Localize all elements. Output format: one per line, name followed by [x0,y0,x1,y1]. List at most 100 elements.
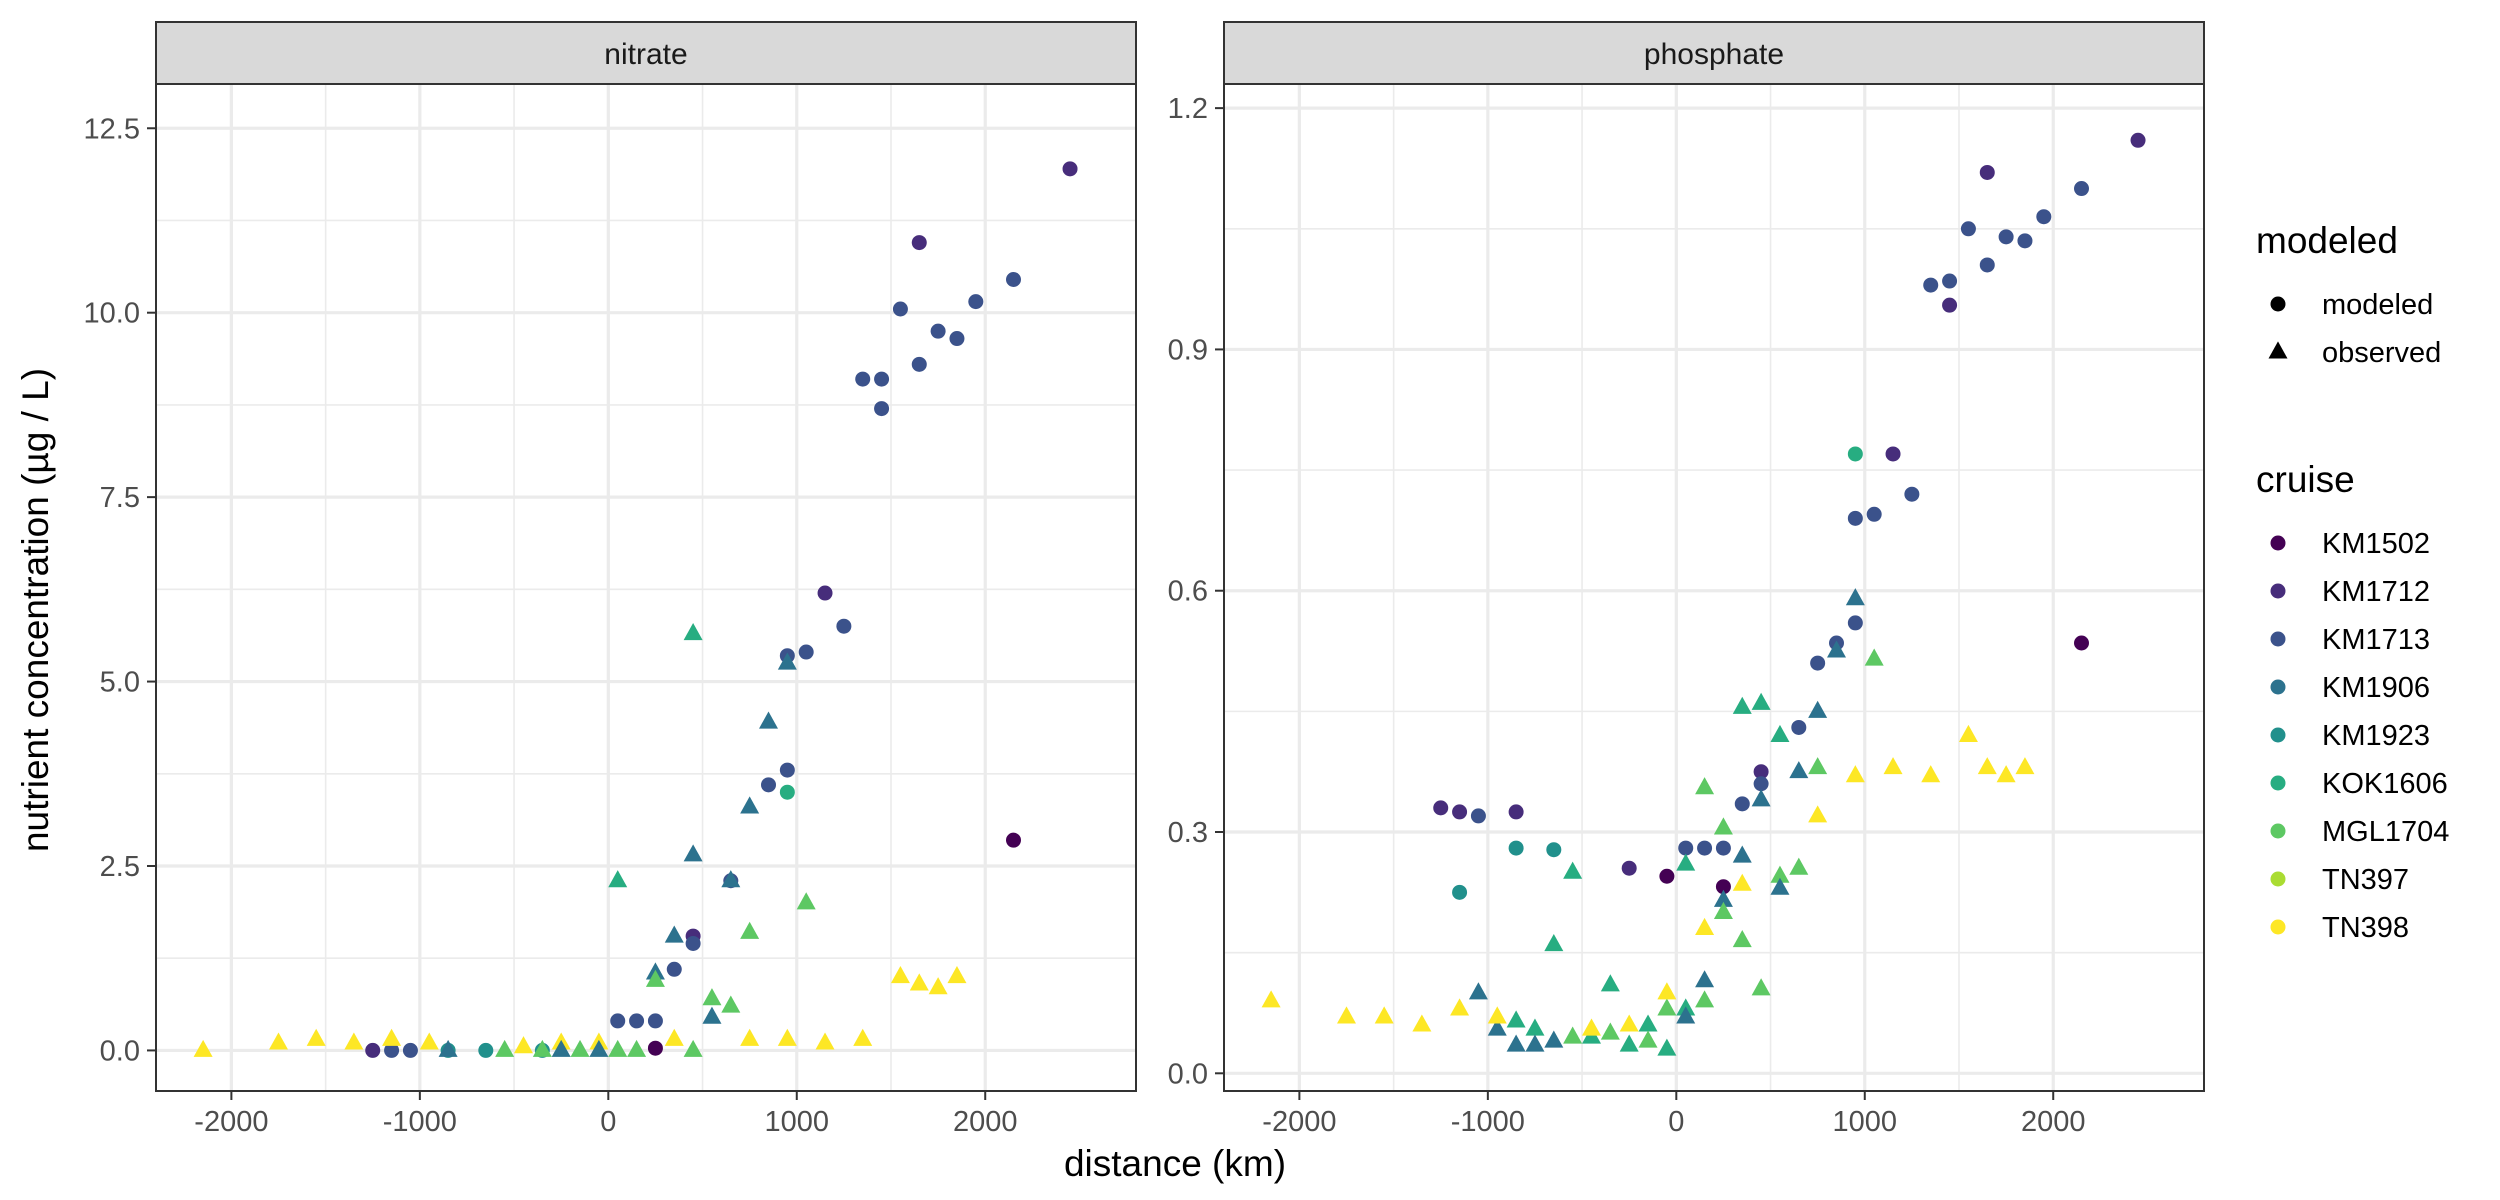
x-tick-label: -1000 [1451,1106,1525,1138]
legend-label: TN397 [2322,864,2409,896]
point-KM1712-modeled [1621,860,1637,876]
legend-shape-observed: observed [2268,337,2441,369]
legend-items: modeled observed KM1502 KM1712 KM1713 KM1906 K… [2268,289,2449,944]
point-KM1713-modeled [836,618,852,634]
point-KM1713-modeled [874,371,890,387]
point-KM1906-observed [589,1039,609,1057]
point-TN398-observed [815,1032,835,1050]
point-TN398-observed [306,1028,326,1046]
y-tick-label: 1.2 [1168,93,1208,125]
legend-circle-key [2270,296,2286,312]
grid [1224,84,2204,1091]
x-tick-label: 2000 [953,1106,1018,1138]
point-KOK1606-modeled [779,784,795,800]
point-KM1906-observed [683,844,703,862]
panel-border [1223,83,2205,1092]
point-MGL1704-observed [1713,817,1733,835]
legend-label: MGL1704 [2322,816,2449,848]
point-TN398-observed [269,1032,288,1050]
point-KM1906-observed [1789,761,1809,779]
legend-cruise-KM1712: KM1712 [2270,576,2430,608]
point-KM1713-modeled [2017,233,2033,249]
point-TN398-observed [1732,873,1752,891]
point-MGL1704-observed [1563,1026,1583,1044]
point-TN398-observed [1374,1006,1394,1024]
point-TN398-observed [1261,990,1281,1008]
legend-cruise-KM1502: KM1502 [2270,528,2430,560]
point-KM1713-modeled [968,294,984,310]
legend-label: KM1713 [2322,624,2430,656]
point-KM1906-observed [1506,1034,1526,1052]
point-KM1713-modeled [1734,796,1750,812]
point-KM1713-modeled [2074,181,2089,197]
point-KOK1606-observed [1563,861,1583,879]
point-KM1712-modeled [1979,164,1995,180]
y-tick-label: 5.0 [100,667,140,699]
point-KM1712-modeled [365,1042,381,1058]
point-KM1713-modeled [1715,840,1731,856]
legend-cruise-MGL1704: MGL1704 [2270,816,2449,848]
point-KM1713-modeled [911,356,927,372]
point-MGL1704-observed [1657,998,1677,1016]
y-tick-label: 10.0 [84,298,140,330]
point-TN398-observed [1657,982,1677,1000]
point-TN398-observed [419,1032,439,1050]
grid [156,84,1136,1091]
legend-label: observed [2322,337,2441,369]
point-KM1923-modeled [1452,884,1468,900]
legend-shape-modeled: modeled [2270,289,2433,321]
point-KM1713-modeled [610,1013,626,1029]
panel-phosphate: phosphate -2000 -1000 0 1000 2000 0.0 0.3 0.6 0.9… [1168,21,2205,1138]
point-TN398-observed [1695,917,1715,936]
x-axis-label: distance (km) [1064,1143,1286,1184]
point-KM1906-observed [1808,700,1828,718]
point-KOK1606-observed [1619,1034,1639,1052]
point-KM1713-modeled [647,1013,663,1029]
point-KM1906-observed [1695,970,1715,988]
point-KM1502-modeled [647,1040,663,1056]
point-TN398-observed [2015,757,2035,775]
point-KM1906-observed [1713,889,1733,907]
point-KM1713-modeled [629,1013,645,1029]
point-KM1906-observed [702,1006,722,1024]
legend-color-key [2270,631,2286,647]
point-MGL1704-observed [532,1039,552,1057]
point-KOK1606-observed [1544,934,1564,952]
point-KM1713-modeled [779,762,795,778]
point-MGL1704-observed [1713,901,1733,919]
point-KOK1606-observed [1525,1018,1545,1036]
y-tick-label: 0.0 [1168,1058,1208,1090]
point-TN398-observed [1582,1018,1601,1036]
y-tick-label: 0.3 [1168,817,1208,849]
legend-color-key [2270,775,2286,791]
strip-label: phosphate [1644,38,1784,71]
legend-label: KM1502 [2322,528,2430,560]
point-KM1713-modeled [855,371,871,387]
point-KM1906-observed [740,796,760,814]
point-TN398-observed [382,1028,402,1046]
point-KM1713-modeled [1960,221,1976,237]
point-KM1502-modeled [2074,635,2089,651]
point-KM1713-modeled [874,401,890,417]
y-tick-label: 7.5 [100,482,140,514]
point-TN398-observed [777,1028,797,1046]
point-KM1713-modeled [1979,257,1995,273]
point-KM1713-modeled [761,777,776,793]
point-KM1712-modeled [1885,446,1901,462]
point-KM1712-modeled [1942,297,1958,313]
point-TN398-observed [1845,765,1865,783]
point-MGL1704-observed [1808,757,1828,775]
data-points [1261,132,2146,1056]
point-KM1713-modeled [1923,277,1939,293]
point-KM1906-observed [1525,1034,1545,1052]
point-KM1906-observed [1676,1006,1696,1024]
point-KM1713-modeled [892,301,908,317]
point-KM1712-modeled [1753,764,1769,780]
legend-color-title: cruise [2256,459,2355,500]
point-KM1906-observed [1770,877,1790,895]
point-TN398-observed [193,1039,213,1057]
point-KM1713-modeled [1697,840,1713,856]
point-TN398-observed [664,1028,684,1046]
y-tick-label: 0.6 [1168,576,1208,608]
